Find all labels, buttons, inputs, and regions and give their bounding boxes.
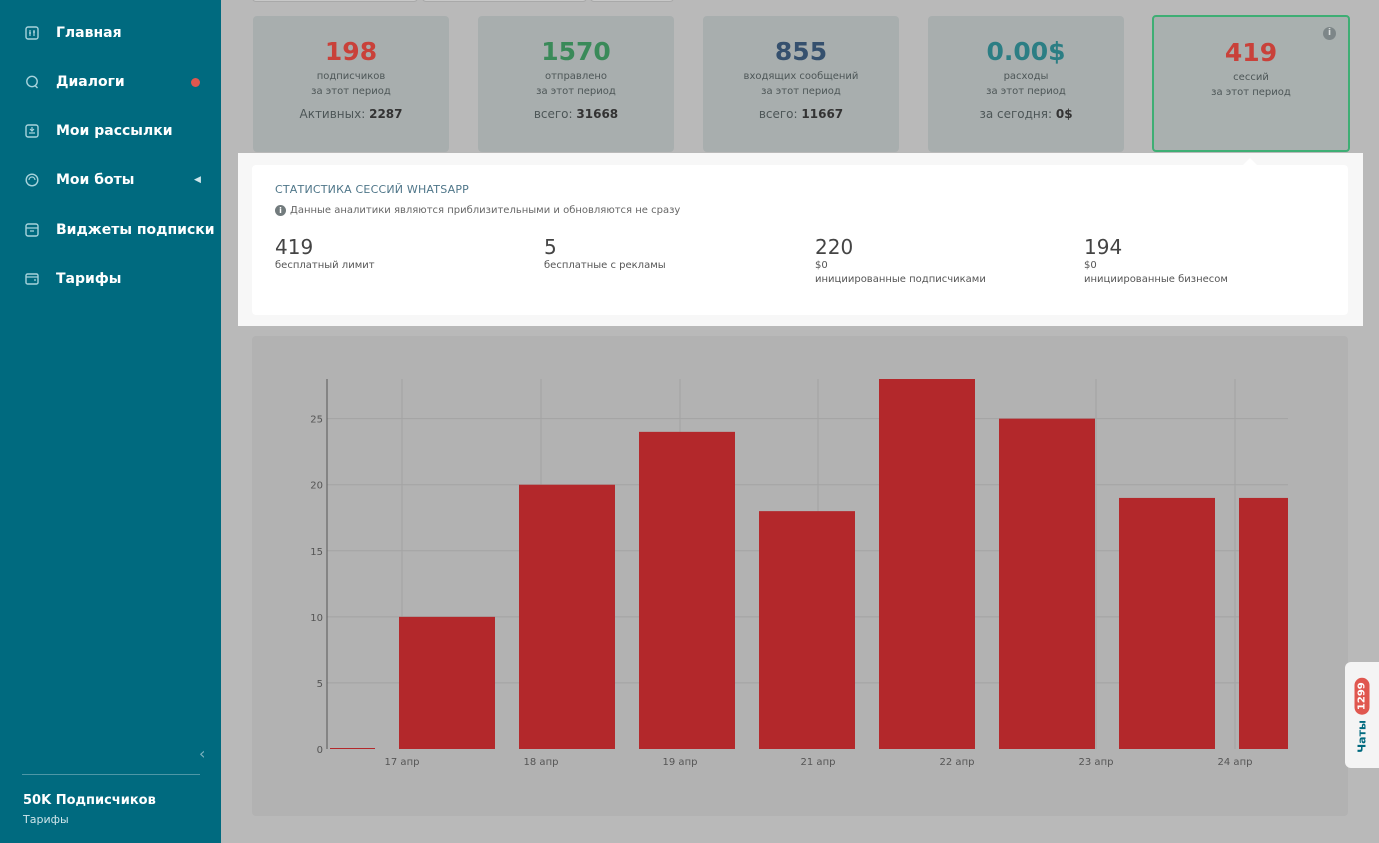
y-tick-label: 5 xyxy=(317,679,323,690)
sessions-stats-popover: Статистика сессий WhatsApp i Данные анал… xyxy=(252,165,1348,315)
apply-filter-button[interactable] xyxy=(590,0,674,2)
inbox-icon xyxy=(24,123,40,139)
bar xyxy=(999,418,1095,749)
sidebar-item-tariffs[interactable]: Тарифы xyxy=(0,261,221,297)
info-icon: i xyxy=(275,205,286,216)
x-tick-label: 17 апр xyxy=(385,757,420,768)
widget-icon xyxy=(24,222,40,238)
card-total: за сегодня: 0$ xyxy=(979,107,1073,121)
bar xyxy=(519,484,615,749)
divider xyxy=(22,774,200,775)
y-tick-label: 0 xyxy=(317,745,323,756)
collapse-sidebar-icon[interactable]: ‹ xyxy=(199,744,206,763)
unread-indicator xyxy=(191,77,200,87)
bar xyxy=(639,431,735,749)
card-value: 1570 xyxy=(541,37,611,66)
card-period: за этот период xyxy=(311,86,391,97)
card-value: 198 xyxy=(324,37,378,66)
subscribers-card[interactable]: 198 подписчиков за этот период Активных:… xyxy=(253,16,449,152)
chat-bubble-icon xyxy=(24,74,40,90)
sidebar-item-bots[interactable]: Мои боты ◀ xyxy=(0,162,221,198)
sidebar-item-label: Виджеты подписки xyxy=(56,222,215,238)
bot-icon xyxy=(24,172,40,188)
chats-label: Чаты xyxy=(1355,720,1369,753)
card-total: Активных: 2287 xyxy=(299,107,403,121)
card-period: за этот период xyxy=(761,86,841,97)
popover-arrow xyxy=(1242,158,1258,166)
chats-count-badge: 1299 xyxy=(1354,677,1370,716)
card-value: 419 xyxy=(1224,38,1278,67)
card-total: всего: 11667 xyxy=(758,107,844,121)
card-label: входящих сообщений xyxy=(743,71,859,82)
expenses-card[interactable]: 0.00$ расходы за этот период за сегодня:… xyxy=(928,16,1124,152)
x-tick-label: 19 апр xyxy=(663,757,698,768)
bar xyxy=(399,616,495,749)
bar xyxy=(879,379,975,749)
sidebar-item-label: Мои рассылки xyxy=(56,123,173,139)
bar xyxy=(1239,497,1288,749)
sidebar-item-dialogs[interactable]: Диалоги xyxy=(0,64,221,100)
card-label: отправлено xyxy=(544,71,608,82)
popover-title: Статистика сессий WhatsApp xyxy=(275,183,469,196)
x-tick-label: 18 апр xyxy=(524,757,559,768)
bar xyxy=(1119,497,1215,749)
card-period: за этот период xyxy=(986,86,1066,97)
sidebar-item-mailings[interactable]: Мои рассылки xyxy=(0,113,221,149)
card-label: расходы xyxy=(1003,71,1049,82)
sidebar-item-label: Мои боты xyxy=(56,172,135,188)
bar xyxy=(759,511,855,749)
y-tick-label: 15 xyxy=(310,547,323,558)
sessions-bar-chart: 0 5 10 15 20 25 17 апр 18 апр 19 апр 21 апр 22 апр… xyxy=(310,379,1288,768)
chats-tab[interactable]: Чаты 1299 xyxy=(1345,662,1379,768)
y-tick-label: 25 xyxy=(310,415,323,426)
wallet-icon xyxy=(24,271,40,287)
sidebar-item-label: Диалоги xyxy=(56,74,125,90)
stat-user-initiated: 220 $0 инициированные подписчиками xyxy=(815,235,986,285)
incoming-card[interactable]: 855 входящих сообщений за этот период вс… xyxy=(703,16,899,152)
sent-card[interactable]: 1570 отправлено за этот период всего: 31… xyxy=(478,16,674,152)
sessions-card[interactable]: 419 сессий за этот период i xyxy=(1152,15,1350,152)
plan-title: 50K Подписчиков xyxy=(23,793,156,808)
sidebar-item-widgets[interactable]: Виджеты подписки xyxy=(0,212,221,248)
card-value: 855 xyxy=(774,37,828,66)
sidebar-item-label: Главная xyxy=(56,25,122,41)
date-filter-input[interactable] xyxy=(252,0,418,2)
x-tick-label: 23 апр xyxy=(1079,757,1114,768)
stat-free-limit: 419 бесплатный лимит xyxy=(275,235,375,271)
card-value: 0.00$ xyxy=(986,37,1066,66)
stat-business-initiated: 194 $0 инициированные бизнесом xyxy=(1084,235,1228,285)
card-period: за этот период xyxy=(536,86,616,97)
card-period: за этот период xyxy=(1211,87,1291,98)
sidebar-item-home[interactable]: Главная xyxy=(0,15,221,51)
plan-link[interactable]: Тарифы xyxy=(23,813,69,826)
y-tick-label: 10 xyxy=(310,613,323,624)
card-label: подписчиков xyxy=(316,71,386,82)
x-tick-label: 24 апр xyxy=(1218,757,1253,768)
info-icon[interactable]: i xyxy=(1323,27,1336,40)
card-total: всего: 31668 xyxy=(533,107,619,121)
popover-note: i Данные аналитики являются приблизитель… xyxy=(275,205,680,216)
date-filter-input[interactable] xyxy=(422,0,587,2)
sidebar: Главная Диалоги Мои рассылки Мои боты ◀ … xyxy=(0,0,221,843)
stat-free-ads: 5 бесплатные с рекламы xyxy=(544,235,666,271)
x-tick-label: 22 апр xyxy=(940,757,975,768)
x-tick-label: 21 апр xyxy=(801,757,836,768)
sessions-chart-panel: 0 5 10 15 20 25 17 апр 18 апр 19 апр 21 апр 22 апр… xyxy=(252,336,1348,816)
card-label: сессий xyxy=(1233,72,1269,83)
bar xyxy=(330,748,375,749)
sidebar-item-label: Тарифы xyxy=(56,271,122,287)
y-tick-label: 20 xyxy=(310,481,323,492)
dashboard-icon xyxy=(24,25,40,41)
caret-left-icon: ◀ xyxy=(194,175,201,185)
